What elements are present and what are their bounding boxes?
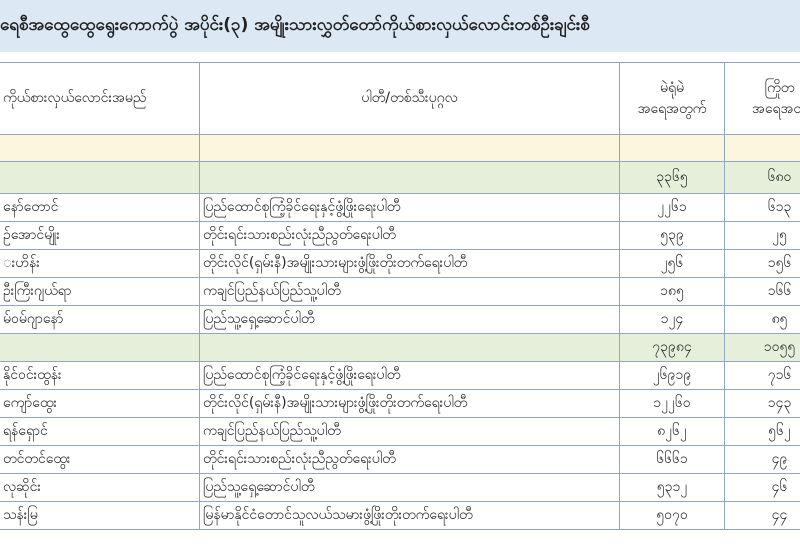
total-value: ၆၈၀: [725, 162, 800, 194]
candidate-name: ကျော်ထွေး: [0, 390, 200, 418]
candidate-name: နော်တောင်: [0, 194, 200, 222]
advance-vote-count: ၂၅: [725, 222, 800, 250]
vote-count: ၈၂၆၂: [620, 418, 725, 446]
vote-count: ၁၂၂၆၀: [620, 390, 725, 418]
total-cell: [200, 162, 620, 194]
header-cell: မဲရုံမဲ အရေအတွက်: [620, 62, 725, 135]
blank-cell: [200, 135, 620, 162]
party-name: ပြည်ထောင်စုကြံ့ခိုင်ရေးနှင့်ဖွံ့ဖြိုးရေး…: [200, 362, 620, 390]
party-name: တိုင်းရင်းသားစည်းလုံးညီညွတ်ရေးပါတီ: [200, 446, 620, 474]
advance-vote-count: ၄၆: [725, 474, 800, 502]
party-name: ပြည်သူ့ရှေ့ဆောင်ပါတီ: [200, 474, 620, 502]
candidate-name: လုဆိုင်း: [0, 474, 200, 502]
party-name: ပြည်ထောင်စုကြံ့ခိုင်ရေးနှင့်ဖွံ့ဖြိုးရေး…: [200, 194, 620, 222]
total-cell: [200, 334, 620, 362]
vote-count: ၂၅၆: [620, 250, 725, 278]
header-cell: ကြိုတ အရေအတ: [725, 62, 800, 135]
party-name: တိုင်းလိုင်(ရှမ်းနီ)အမျိုးသားများဖွံ့ဖြိ…: [200, 250, 620, 278]
vote-count: ၅၃၁၂: [620, 474, 725, 502]
advance-vote-count: ၄၄: [725, 502, 800, 530]
vote-count: ၁၈၅: [620, 278, 725, 306]
party-name: ကချင်ပြည်နယ်ပြည်သူ့ပါတီ: [200, 278, 620, 306]
advance-vote-count: ၁၅၆: [725, 250, 800, 278]
candidate-name: ဦးကြီးဂျယ်ရာ: [0, 278, 200, 306]
blank-cell: [620, 135, 725, 162]
party-name: တိုင်းရင်းသားစည်းလုံးညီညွတ်ရေးပါတီ: [200, 222, 620, 250]
blank-cell: [0, 135, 200, 162]
total-value: ၃၃၆၅: [620, 162, 725, 194]
candidate-name: းဟိန်း: [0, 250, 200, 278]
advance-vote-count: ၆၁၃: [725, 194, 800, 222]
total-cell: [0, 334, 200, 362]
advance-vote-count: ၅၆၂: [725, 418, 800, 446]
party-name: မြန်မာနိုင်ငံတောင်သူလယ်သမားဖွံ့ဖြိုးတိုး…: [200, 502, 620, 530]
party-name: ပြည်သူ့ရှေ့ဆောင်ပါတီ: [200, 306, 620, 334]
party-name: တိုင်းလိုင်(ရှမ်းနီ)အမျိုးသားများဖွံ့ဖြိ…: [200, 390, 620, 418]
advance-vote-count: ၁၄၃: [725, 390, 800, 418]
candidate-name: သန်းမြ: [0, 502, 200, 530]
candidate-name: မ်ဝမ်ဂျာနော်: [0, 306, 200, 334]
title-bar: ရေစီအထွေထွေရွေးကောက်ပွဲ အပိုင်း(၃) အမျို…: [0, 0, 800, 52]
vote-count: ၂၆၉၁၉: [620, 362, 725, 390]
title: ရေစီအထွေထွေရွေးကောက်ပွဲ အပိုင်း(၃) အမျို…: [0, 15, 590, 35]
total-value: ၇၃၉၈၄: [620, 334, 725, 362]
blank-cell: [725, 135, 800, 162]
total-value: ၁၀၅၅: [725, 334, 800, 362]
vote-count: ၁၂၄: [620, 306, 725, 334]
candidate-name: ရန်ရှောင်: [0, 418, 200, 446]
party-name: ကချင်ပြည်နယ်ပြည်သူ့ပါတီ: [200, 418, 620, 446]
advance-vote-count: ၇၁၆: [725, 362, 800, 390]
vote-count: ၂၂၆၁: [620, 194, 725, 222]
vote-count: ၆၆၆၁: [620, 446, 725, 474]
candidate-name: ဉ်အောင်မျိုး: [0, 222, 200, 250]
candidate-name: နိုင်ဝင်းထွန်း: [0, 362, 200, 390]
advance-vote-count: ၈၅: [725, 306, 800, 334]
total-cell: [0, 162, 200, 194]
advance-vote-count: ၄၉: [725, 446, 800, 474]
advance-vote-count: ၁၆၆: [725, 278, 800, 306]
header-cell: ပါတီ/တစ်သီးပုဂ္ဂလ: [200, 62, 620, 135]
candidate-name: တင်တင်ထွေး: [0, 446, 200, 474]
vote-count: ၅၃၉: [620, 222, 725, 250]
vote-count: ၅၀၇၀: [620, 502, 725, 530]
header-cell: ကိုယ်စားလှယ်လောင်းအမည်: [0, 62, 200, 135]
